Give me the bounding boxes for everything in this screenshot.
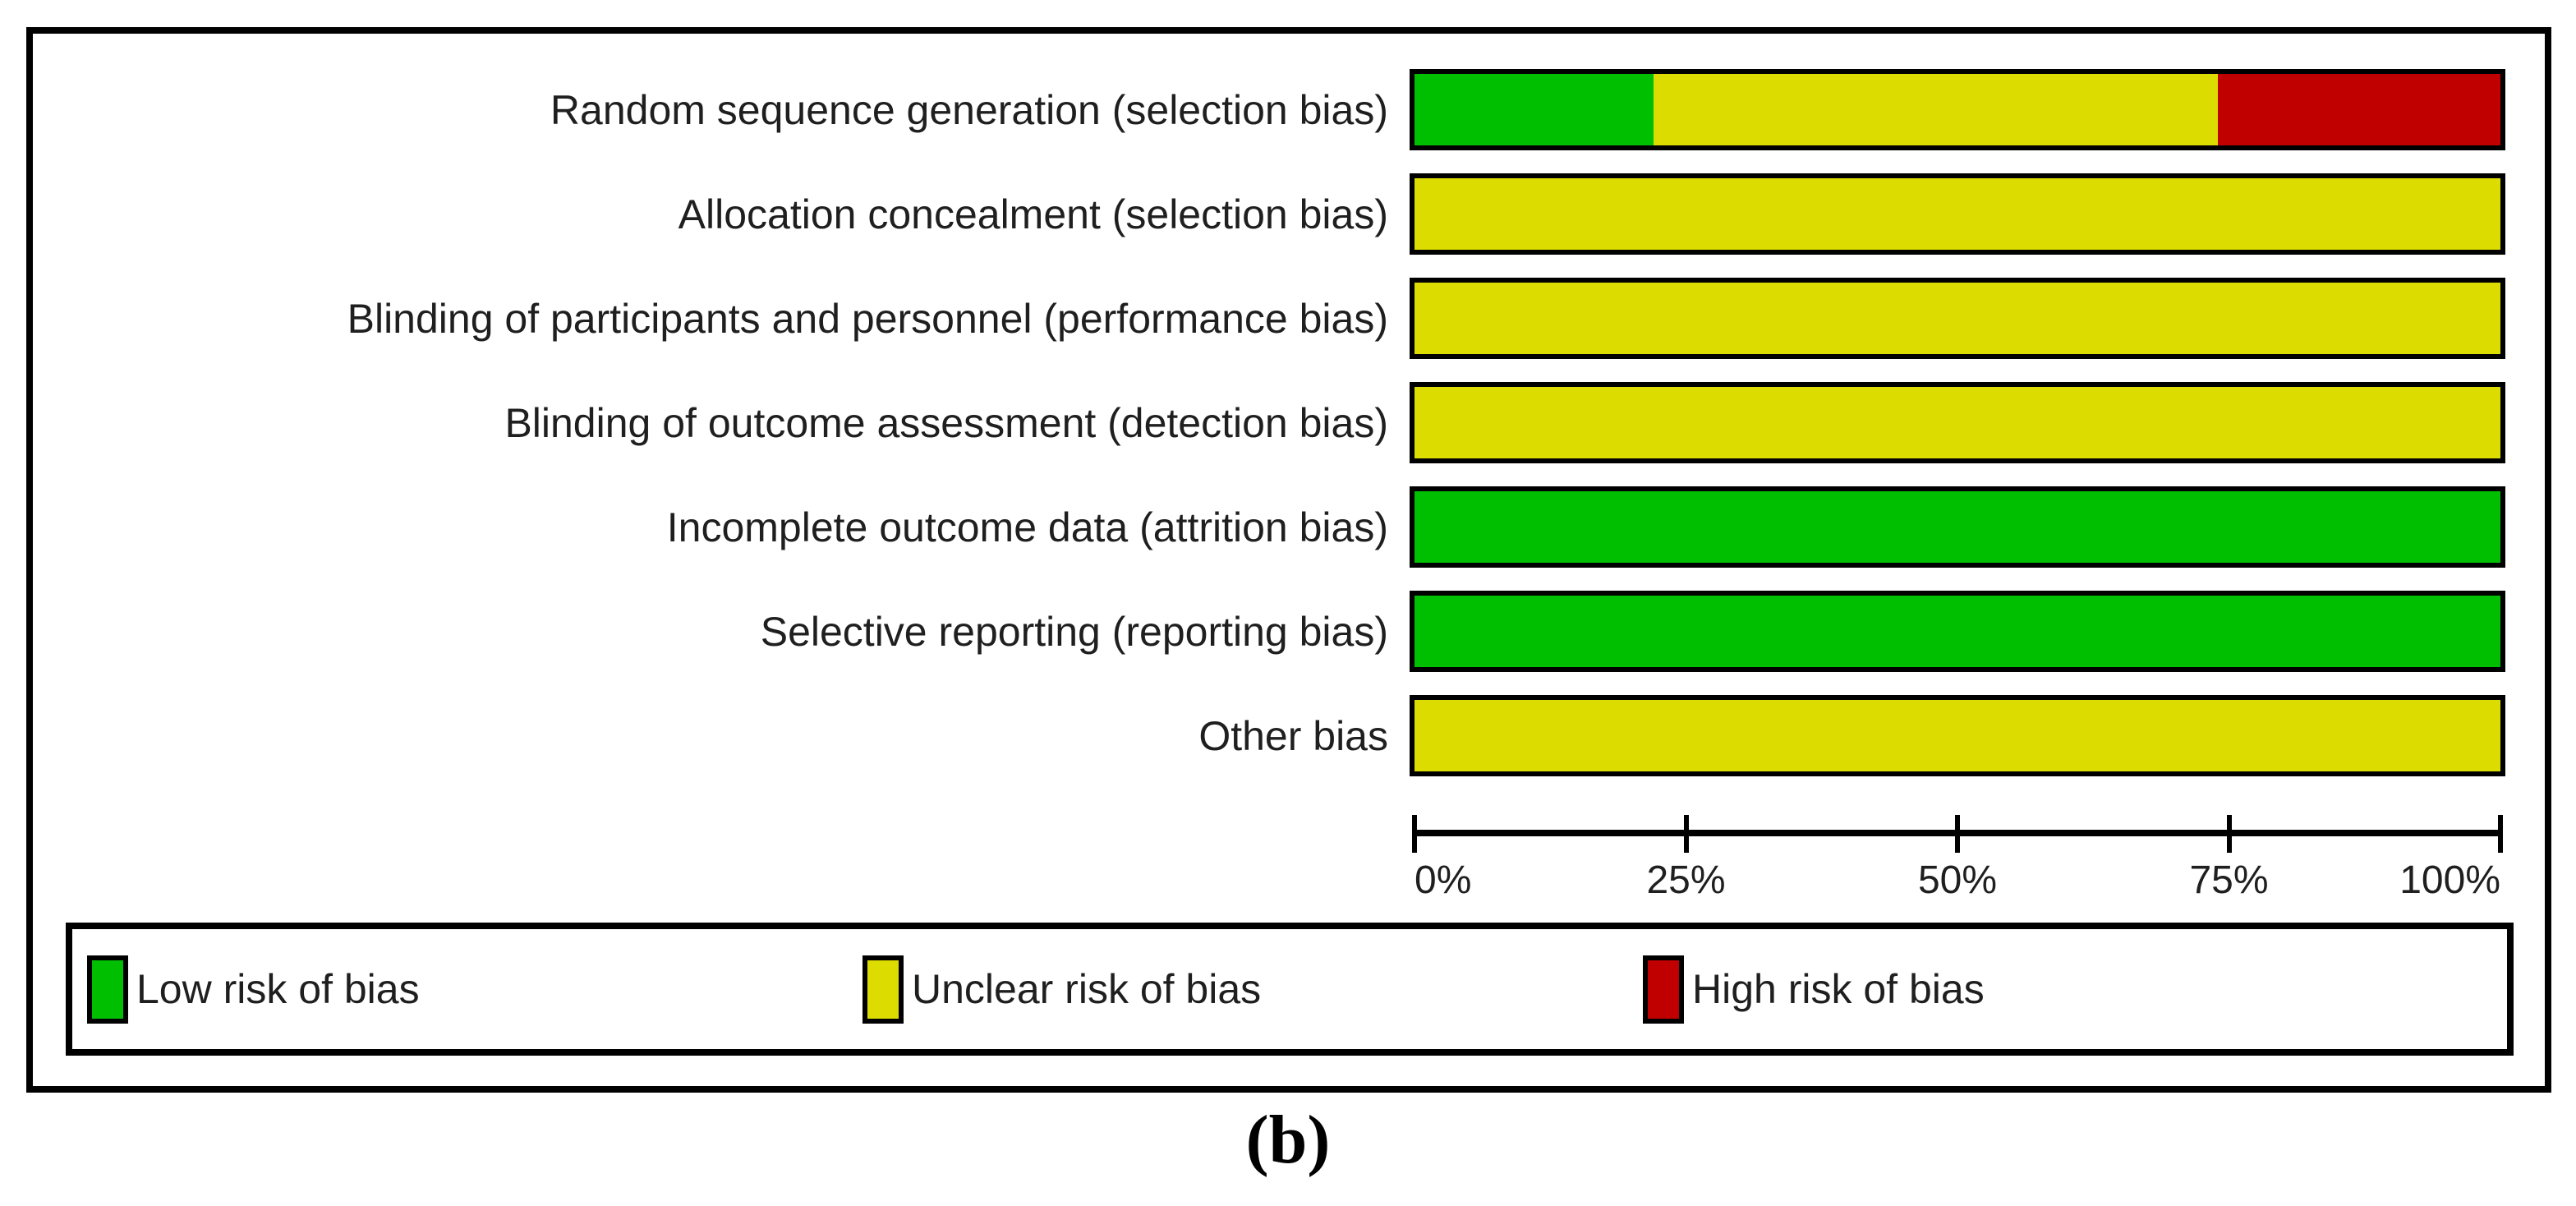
chart-row: Blinding of participants and personnel (… <box>33 278 2545 359</box>
chart-row: Incomplete outcome data (attrition bias) <box>33 486 2545 568</box>
legend-label: High risk of bias <box>1692 966 1985 1012</box>
chart-row: Allocation concealment (selection bias) <box>33 173 2545 255</box>
axis-tick-mark <box>1683 815 1689 853</box>
bar-segment-unclear <box>1414 700 2500 771</box>
category-label: Selective reporting (reporting bias) <box>760 608 1388 655</box>
category-label: Random sequence generation (selection bi… <box>550 86 1388 133</box>
stacked-bar <box>1410 591 2505 672</box>
unclear-risk-swatch <box>862 955 904 1024</box>
axis-tick-label: 75% <box>2189 858 2269 902</box>
low-risk-swatch <box>87 955 128 1024</box>
bar-segment-low <box>1414 74 1654 145</box>
legend-box: Low risk of bias Unclear risk of bias High… <box>66 923 2514 1056</box>
chart-row: Other bias <box>33 695 2545 776</box>
stacked-bar <box>1410 173 2505 255</box>
axis-tick-mark <box>1412 815 1417 853</box>
bar-segment-unclear <box>1653 74 2219 145</box>
axis-tick-label: 50% <box>1917 858 1998 902</box>
stacked-bar <box>1410 69 2505 150</box>
category-label: Allocation concealment (selection bias) <box>678 191 1388 237</box>
bar-segment-low <box>1414 596 2500 667</box>
axis-tick-label: 0% <box>1414 858 1472 902</box>
category-label: Incomplete outcome data (attrition bias) <box>666 504 1388 550</box>
bar-segment-low <box>1414 491 2500 563</box>
axis-tick-mark <box>2226 815 2232 853</box>
chart-row: Random sequence generation (selection bi… <box>33 69 2545 150</box>
axis-tick-mark <box>2498 815 2503 853</box>
category-label: Blinding of outcome assessment (detectio… <box>504 399 1388 446</box>
axis-tick-mark <box>1955 815 1960 853</box>
legend-item-high: High risk of bias <box>1643 929 1985 1049</box>
chart-row: Blinding of outcome assessment (detectio… <box>33 382 2545 463</box>
bar-segment-unclear <box>1414 283 2500 354</box>
category-label: Blinding of participants and personnel (… <box>347 295 1388 342</box>
category-label: Other bias <box>1198 712 1388 759</box>
axis-tick-label: 25% <box>1646 858 1726 902</box>
legend-label: Unclear risk of bias <box>912 966 1262 1012</box>
legend-label: Low risk of bias <box>136 966 420 1012</box>
figure-caption: (b) <box>1245 1102 1331 1178</box>
high-risk-swatch <box>1643 955 1684 1024</box>
bar-segment-unclear <box>1414 387 2500 458</box>
stacked-bar <box>1410 695 2505 776</box>
stacked-bar <box>1410 278 2505 359</box>
stacked-bar <box>1410 486 2505 568</box>
bar-segment-high <box>2218 74 2500 145</box>
risk-of-bias-graph-panel: Random sequence generation (selection bi… <box>26 27 2551 1093</box>
stacked-bar <box>1410 382 2505 463</box>
legend-item-unclear: Unclear risk of bias <box>862 929 1261 1049</box>
axis-tick-label: 100% <box>2399 858 2500 902</box>
bar-segment-unclear <box>1414 178 2500 250</box>
chart-row: Selective reporting (reporting bias) <box>33 591 2545 672</box>
legend-item-low: Low risk of bias <box>87 929 420 1049</box>
